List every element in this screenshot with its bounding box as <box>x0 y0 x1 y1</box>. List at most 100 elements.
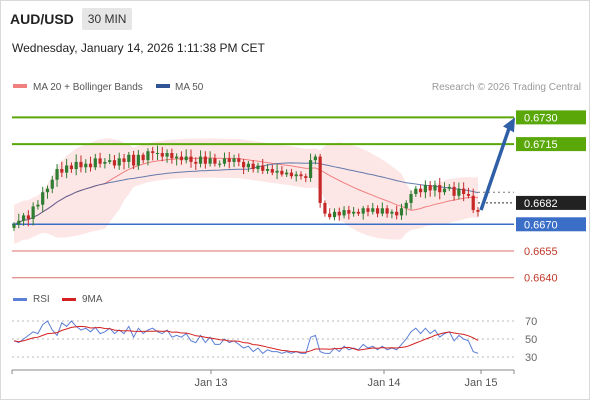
target-0-label: 0.6655 <box>524 246 558 258</box>
candle-body <box>385 208 389 214</box>
candle-body <box>88 163 93 168</box>
candle-body <box>74 161 78 170</box>
candle-body <box>41 192 45 205</box>
candle-body <box>476 210 480 212</box>
candle-body <box>428 185 432 191</box>
candle-body <box>375 208 380 214</box>
candle-body <box>21 215 26 221</box>
candle-body <box>447 186 451 189</box>
current-price-label-box <box>516 195 586 210</box>
timeframe-badge[interactable]: 30 MIN <box>81 8 133 30</box>
candle-body <box>26 215 30 219</box>
candle-body <box>399 208 404 216</box>
candle-body <box>380 208 384 214</box>
rsi-legend-label: RSI <box>33 294 50 305</box>
candle-body <box>289 172 294 177</box>
candle-body <box>438 185 442 193</box>
ma20-legend-label: MA 20 + Bollinger Bands <box>33 82 143 93</box>
candle-body <box>332 211 337 218</box>
candle-body <box>423 185 427 193</box>
x-tick-label: Jan 14 <box>367 377 400 389</box>
candle-body <box>141 154 145 161</box>
candle-body <box>404 202 408 209</box>
candle-body <box>208 158 212 164</box>
candle-body <box>337 211 341 216</box>
candle-body <box>131 154 136 166</box>
candle-body <box>347 210 351 214</box>
ma20-legend-swatch <box>13 84 27 88</box>
candle-body <box>198 156 203 164</box>
candle-body <box>165 153 169 157</box>
candle-body <box>117 158 121 166</box>
x-tick-label: Jan 15 <box>464 377 497 389</box>
candle-body <box>170 153 174 159</box>
candle-body <box>151 151 155 154</box>
candle-body <box>294 174 298 177</box>
candle-body <box>108 160 112 162</box>
candle-body <box>93 158 97 168</box>
candle-body <box>127 154 131 162</box>
candle-body <box>242 161 246 168</box>
candle-body <box>122 158 126 162</box>
resistance-1-label-box <box>516 110 586 125</box>
candle-body <box>433 185 437 191</box>
x-tick-label: Jan 13 <box>194 377 227 389</box>
candle-body <box>98 158 102 164</box>
candle-body <box>179 156 184 161</box>
candle-body <box>251 163 255 170</box>
candle-body <box>352 211 356 214</box>
candle-body <box>280 170 284 175</box>
candle-body <box>356 211 361 214</box>
candle-body <box>246 163 250 168</box>
candle-body <box>232 158 236 162</box>
resistance-0-label-box <box>516 137 586 152</box>
candle-body <box>175 156 179 159</box>
candle-body <box>136 154 140 166</box>
candle-body <box>227 158 231 162</box>
candle-body <box>275 170 279 173</box>
candle-body <box>304 176 308 178</box>
candle-body <box>194 161 198 164</box>
candle-body <box>79 161 83 168</box>
chart-header: AUD/USD 30 MIN <box>10 7 133 31</box>
candle-body <box>60 169 64 173</box>
candle-body <box>261 165 265 171</box>
current-price-label: 0.6682 <box>524 198 558 210</box>
candle-body <box>395 211 399 216</box>
candle-body <box>184 156 188 161</box>
candle-body <box>452 186 456 196</box>
candle-body <box>84 163 88 168</box>
candle-body <box>313 156 317 161</box>
candle-body <box>265 169 270 171</box>
ma50-legend-swatch <box>156 84 170 88</box>
candle-body <box>203 156 207 164</box>
candle-body <box>17 220 21 225</box>
candle-body <box>466 194 471 196</box>
candle-body <box>299 174 303 177</box>
rsi-ma-legend-swatch <box>62 298 76 301</box>
candle-body <box>471 195 475 211</box>
bollinger-band-area <box>14 138 478 244</box>
rsi-line <box>13 320 479 355</box>
candle-body <box>69 165 74 170</box>
rsi-ma-line <box>13 325 479 353</box>
rsi-tick-label: 50 <box>525 334 537 346</box>
candle-body <box>155 153 160 155</box>
candle-body <box>318 156 322 203</box>
resistance-0-label: 0.6715 <box>524 139 558 151</box>
candle-body <box>237 158 241 162</box>
support-0-label-box <box>516 217 586 232</box>
candle-body <box>31 206 35 219</box>
candle-body <box>12 224 16 228</box>
candle-body <box>285 172 289 175</box>
candle-body <box>213 158 217 164</box>
target-1-label: 0.6640 <box>524 273 558 285</box>
rsi-tick-label: 70 <box>525 316 537 328</box>
candle-body <box>361 208 365 214</box>
forecast-arrow-head <box>503 117 515 133</box>
candle-body <box>65 165 69 173</box>
candle-body <box>112 160 117 166</box>
candle-body <box>457 188 461 196</box>
candle-body <box>390 211 394 214</box>
